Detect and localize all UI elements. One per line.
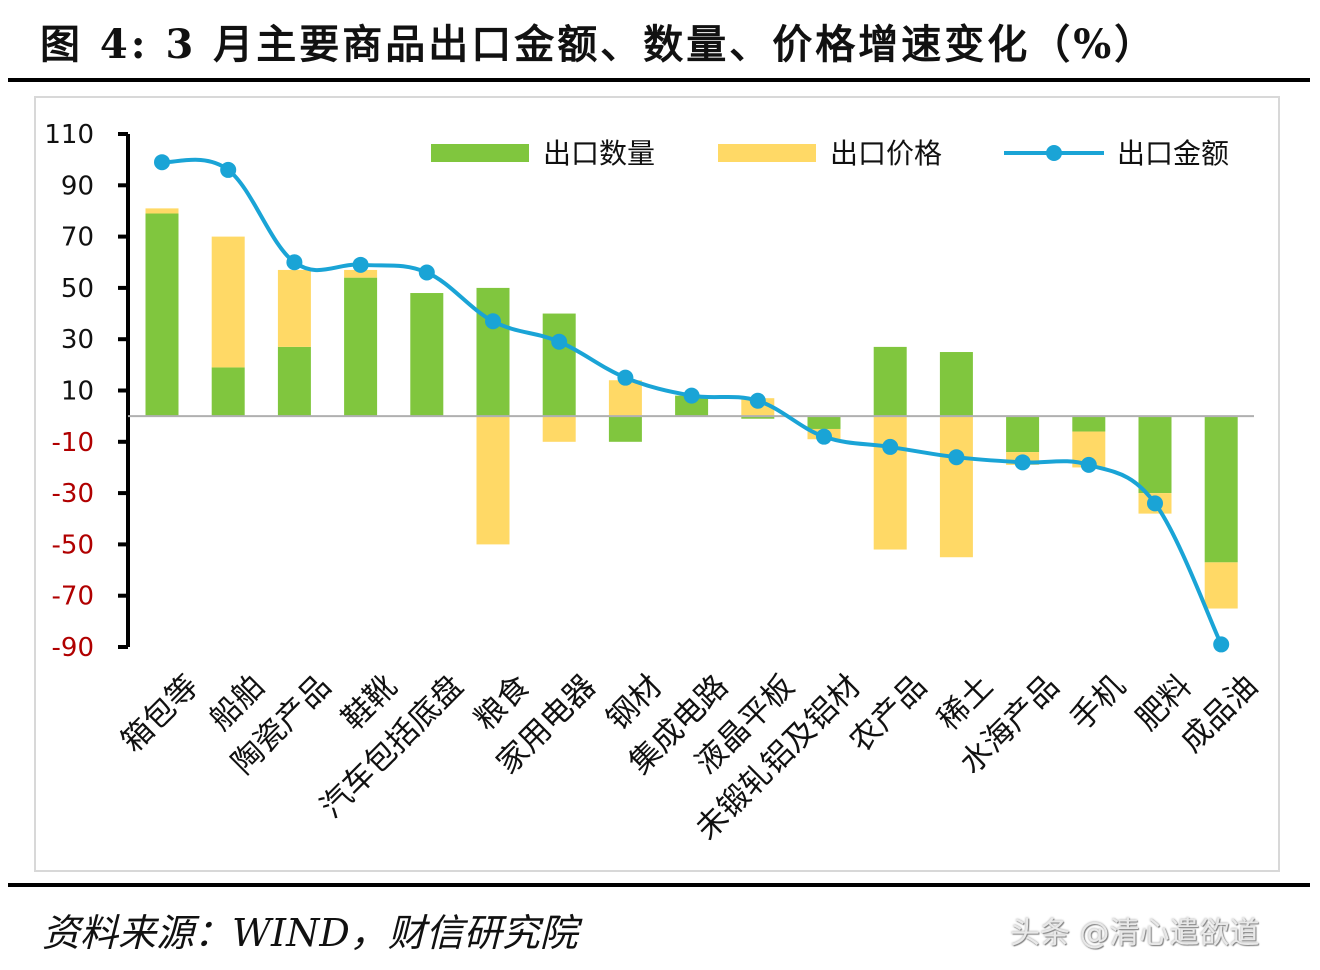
- chart-frame: [34, 96, 1280, 872]
- value-point: [1147, 495, 1163, 512]
- y-tick-label: -50: [52, 530, 94, 560]
- bar-price: [939, 416, 973, 558]
- bar-price: [344, 269, 378, 278]
- value-point: [418, 264, 435, 281]
- bar-quantity: [1138, 416, 1172, 494]
- value-point: [617, 369, 634, 386]
- legend-label-quantity: 出口数量: [543, 137, 655, 170]
- y-tick-label: 10: [61, 377, 94, 407]
- title-divider: [8, 78, 1310, 82]
- y-tick-label: 70: [61, 223, 94, 253]
- bar-quantity: [873, 346, 907, 417]
- chart-title: 图 4: 3 月主要商品出口金额、数量、价格增速变化（%）: [40, 21, 1158, 68]
- x-category-label: 成品油: [1174, 668, 1265, 759]
- source-note: 资料来源：WIND，财信研究院: [42, 911, 578, 955]
- bar-quantity: [145, 213, 179, 417]
- legend-label-value: 出口金额: [1117, 137, 1229, 170]
- y-tick-label: 50: [61, 274, 94, 304]
- bar-price: [1204, 562, 1238, 609]
- bar-price: [608, 380, 642, 417]
- bar-quantity: [741, 416, 775, 419]
- bar-price: [145, 208, 179, 214]
- watermark: 头条 @清心遣欲道: [1010, 916, 1260, 951]
- bar-quantity: [807, 416, 841, 429]
- footer-divider: [8, 883, 1310, 887]
- x-category-label: 手机: [1063, 668, 1132, 737]
- value-point: [948, 449, 965, 466]
- legend-swatch-price: [718, 144, 816, 162]
- y-tick-label: 110: [44, 120, 94, 150]
- bar-quantity: [1072, 416, 1106, 432]
- bar-price: [873, 416, 907, 550]
- y-tick-label: -90: [52, 633, 94, 663]
- bar-quantity: [476, 287, 510, 417]
- value-point: [286, 254, 303, 271]
- value-point: [882, 438, 899, 455]
- value-point: [485, 313, 501, 330]
- value-point: [1014, 454, 1031, 471]
- legend-label-price: 出口价格: [830, 137, 942, 170]
- y-tick-label: -30: [52, 479, 94, 509]
- bar-quantity: [277, 346, 311, 417]
- bar-quantity: [542, 313, 576, 417]
- value-point: [683, 387, 700, 404]
- bar-quantity: [344, 277, 378, 417]
- y-tick-label: 30: [61, 325, 94, 355]
- y-tick-label: -70: [52, 582, 94, 612]
- bar-price: [277, 269, 311, 347]
- bar-quantity: [1204, 416, 1238, 563]
- value-point: [154, 154, 170, 171]
- bar-quantity: [675, 395, 709, 417]
- bar-quantity: [211, 367, 245, 417]
- x-category-label: 农产品: [843, 668, 934, 759]
- value-point: [551, 333, 568, 350]
- y-tick-label: -10: [52, 428, 94, 458]
- bar-price: [476, 416, 510, 545]
- value-point: [220, 161, 237, 178]
- bar-price: [542, 416, 576, 442]
- bar-quantity: [608, 416, 642, 442]
- value-point: [816, 428, 832, 445]
- bar-quantity: [939, 352, 973, 417]
- y-tick-label: 90: [61, 171, 94, 201]
- value-point: [1080, 456, 1097, 473]
- bar-quantity: [1006, 416, 1040, 453]
- value-point: [352, 256, 369, 273]
- x-category-label: 箱包等: [114, 668, 205, 759]
- legend-marker-value: [1046, 145, 1062, 161]
- legend-swatch-quantity: [431, 144, 529, 162]
- value-point: [749, 392, 766, 409]
- bar-quantity: [410, 293, 444, 417]
- value-point: [1213, 636, 1230, 653]
- bar-price: [211, 236, 245, 368]
